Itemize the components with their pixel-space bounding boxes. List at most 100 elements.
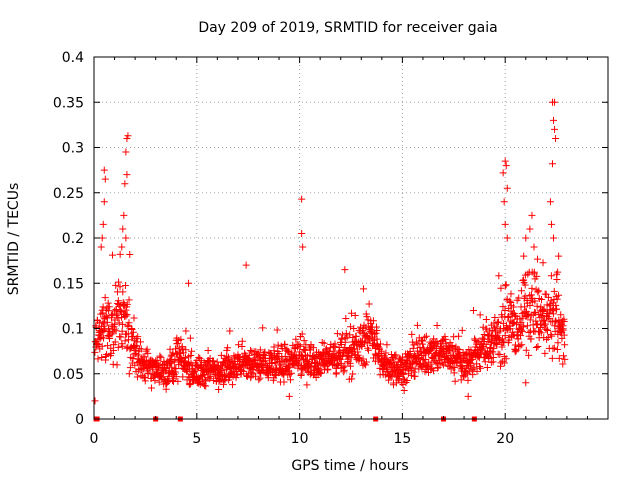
x-tick-label: 0 bbox=[90, 431, 99, 447]
data-point bbox=[130, 350, 138, 358]
data-point bbox=[332, 369, 340, 377]
data-point bbox=[111, 338, 119, 346]
data-point bbox=[482, 315, 490, 323]
y-tick-label: 0.15 bbox=[53, 276, 84, 292]
data-point bbox=[516, 342, 524, 350]
data-point bbox=[502, 162, 510, 170]
data-point bbox=[506, 297, 514, 305]
data-point bbox=[409, 344, 417, 352]
data-point bbox=[418, 352, 426, 360]
data-point bbox=[196, 381, 204, 389]
data-point bbox=[232, 371, 240, 379]
data-point bbox=[101, 175, 109, 183]
data-point bbox=[197, 373, 205, 381]
data-point bbox=[501, 307, 509, 315]
data-point bbox=[224, 344, 232, 352]
data-point bbox=[553, 270, 561, 278]
data-point bbox=[464, 376, 472, 384]
data-point bbox=[247, 346, 255, 354]
data-point bbox=[204, 347, 212, 355]
data-point bbox=[280, 378, 288, 386]
data-point bbox=[403, 376, 411, 384]
data-point bbox=[473, 338, 481, 346]
data-point bbox=[490, 344, 498, 352]
data-point bbox=[94, 341, 102, 349]
data-point bbox=[114, 343, 122, 351]
data-point bbox=[124, 323, 132, 331]
data-point bbox=[382, 349, 390, 357]
data-point bbox=[469, 371, 477, 379]
data-point bbox=[113, 310, 121, 318]
data-point bbox=[125, 296, 133, 304]
data-point bbox=[525, 328, 533, 336]
data-point bbox=[373, 326, 381, 334]
data-point bbox=[363, 313, 371, 321]
data-point bbox=[134, 333, 142, 341]
data-point bbox=[526, 291, 534, 299]
y-tick-label: 0.25 bbox=[53, 186, 84, 202]
data-point bbox=[176, 350, 184, 358]
data-point bbox=[294, 361, 302, 369]
data-point bbox=[528, 284, 536, 292]
x-tick-label: 15 bbox=[393, 431, 411, 447]
data-point bbox=[501, 157, 509, 165]
data-point bbox=[555, 252, 563, 260]
data-point bbox=[354, 351, 362, 359]
data-point bbox=[392, 351, 400, 359]
data-point bbox=[117, 333, 125, 341]
data-point bbox=[451, 377, 459, 385]
data-point bbox=[171, 368, 179, 376]
data-point bbox=[263, 370, 271, 378]
data-point bbox=[125, 370, 133, 378]
data-point bbox=[467, 346, 475, 354]
data-point bbox=[499, 169, 507, 177]
data-point bbox=[126, 345, 134, 353]
data-point bbox=[337, 359, 345, 367]
data-point bbox=[544, 326, 552, 334]
data-point bbox=[105, 303, 113, 311]
data-point bbox=[359, 285, 367, 293]
data-point bbox=[297, 352, 305, 360]
data-point bbox=[286, 376, 294, 384]
data-point bbox=[118, 327, 126, 335]
data-point bbox=[115, 278, 123, 286]
data-point bbox=[495, 272, 503, 280]
data-point bbox=[556, 319, 564, 327]
data-point bbox=[499, 303, 507, 311]
data-point bbox=[347, 354, 355, 362]
data-point bbox=[168, 363, 176, 371]
data-point bbox=[559, 326, 567, 334]
data-point bbox=[109, 360, 117, 368]
data-point bbox=[481, 358, 489, 366]
data-point bbox=[277, 361, 285, 369]
data-point bbox=[153, 356, 161, 364]
data-point bbox=[324, 366, 332, 374]
data-point bbox=[121, 180, 129, 188]
data-point bbox=[553, 295, 561, 303]
data-point bbox=[422, 332, 430, 340]
data-point bbox=[516, 332, 524, 340]
data-point bbox=[489, 353, 497, 361]
data-point bbox=[522, 346, 530, 354]
data-point bbox=[99, 309, 107, 317]
data-point bbox=[129, 328, 137, 336]
data-point bbox=[172, 373, 180, 381]
data-point bbox=[125, 336, 133, 344]
data-point bbox=[421, 333, 429, 341]
data-point bbox=[260, 357, 268, 365]
data-point bbox=[101, 294, 109, 302]
data-point bbox=[493, 340, 501, 348]
data-point bbox=[475, 350, 483, 358]
data-point bbox=[533, 255, 541, 263]
data-point bbox=[350, 324, 358, 332]
data-point bbox=[119, 320, 127, 328]
data-point bbox=[331, 343, 339, 351]
data-point bbox=[157, 353, 165, 361]
data-point bbox=[464, 392, 472, 400]
data-point bbox=[364, 346, 372, 354]
data-point bbox=[362, 358, 370, 366]
y-tick-label: 0.1 bbox=[62, 322, 84, 338]
data-point bbox=[111, 316, 119, 324]
data-point bbox=[423, 362, 431, 370]
data-point bbox=[182, 366, 190, 374]
